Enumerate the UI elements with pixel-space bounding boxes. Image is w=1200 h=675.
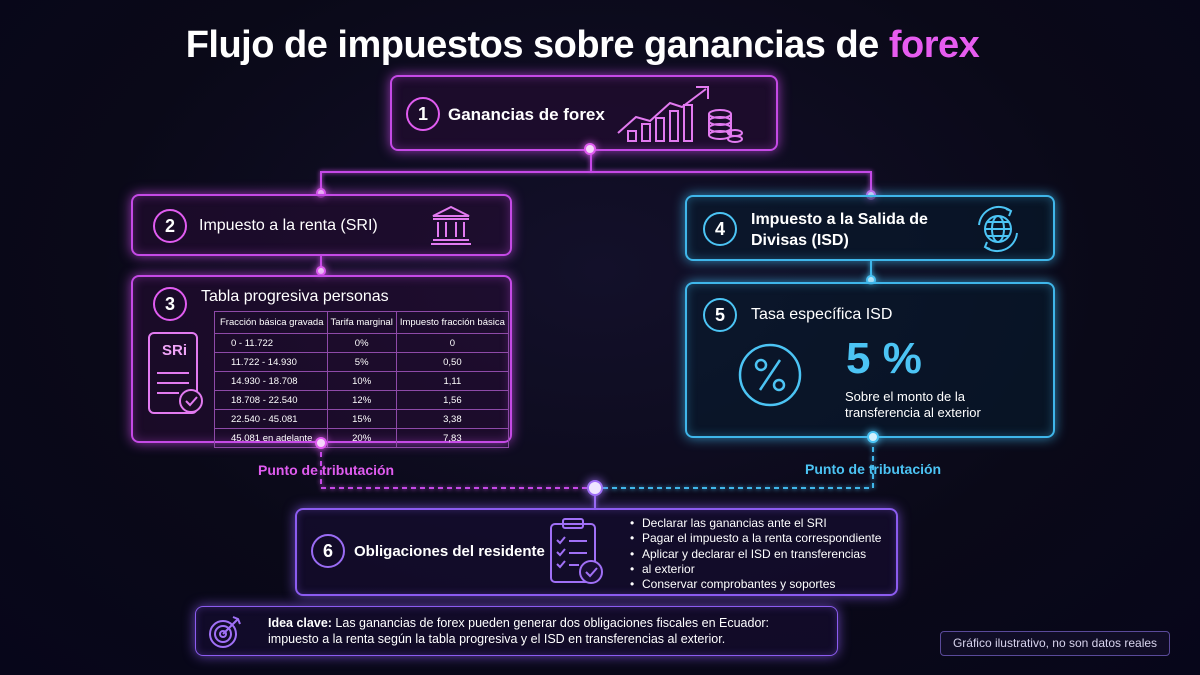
sri-doc-text: SRi [162, 342, 188, 359]
table-cell: 11.722 - 14.930 [214, 352, 328, 372]
table-row: 14.930 - 18.708 10% 1,11 [214, 371, 509, 391]
table-cell: 20% [326, 428, 397, 448]
node-5-output-dot [867, 431, 879, 443]
table-cell: 0% [326, 333, 397, 353]
node-6-label: Obligaciones del residente [354, 543, 545, 560]
checklist-clipboard-icon [547, 516, 605, 593]
table-header-cell: Fracción básica gravada [214, 311, 328, 334]
growth-chart-coins-icon [614, 81, 744, 150]
node-ganancias: 1 Ganancias de forex [390, 75, 778, 151]
table-cell: 3,38 [395, 409, 509, 429]
footnote-badge: Gráfico ilustrativo, no son datos reales [940, 631, 1170, 656]
list-item: Pagar el impuesto a la renta correspondi… [630, 531, 881, 547]
idea-line2: impuesto a la renta según la tabla progr… [268, 632, 726, 646]
title-main: Flujo de impuestos sobre ganancias de [185, 24, 889, 66]
step-number-1: 1 [406, 97, 440, 131]
table-header-cell: Impuesto fracción básica [395, 311, 509, 334]
step-number-4: 4 [703, 212, 737, 246]
merge-dot [587, 480, 603, 496]
idea-clave-box: Idea clave: Las ganancias de forex puede… [195, 606, 838, 656]
table-cell: 18.708 - 22.540 [214, 390, 328, 410]
table-row: 22.540 - 45.081 15% 3,38 [214, 409, 509, 429]
node-4-label: Impuesto a la Salida de Divisas (ISD) [751, 209, 928, 251]
bullet-3-continuation: al exterior [642, 561, 695, 576]
node-1-label: Ganancias de forex [448, 105, 605, 124]
connector-3-6 [320, 443, 595, 489]
table-row: 18.708 - 22.540 12% 1,56 [214, 390, 509, 410]
table-cell: 10% [326, 371, 397, 391]
table-cell: 1,11 [395, 371, 509, 391]
list-item-continuation: al exterior [630, 561, 881, 578]
table-header-row: Fracción básica gravada Tarifa marginal … [214, 311, 509, 334]
step-number-2: 2 [153, 209, 187, 243]
bank-building-icon [429, 204, 473, 251]
list-item: Conservar comprobantes y soportes [630, 577, 881, 593]
table-row: 0 - 11.722 0% 0 [214, 333, 509, 353]
table-cell: 15% [326, 409, 397, 429]
page-title: Flujo de impuestos sobre ganancias de fo… [0, 24, 1165, 67]
table-row: 45.081 en adelante 20% 7,83 [214, 428, 509, 448]
node-impuesto-renta: 2 Impuesto a la renta (SRI) [131, 194, 512, 256]
node-isd: 4 Impuesto a la Salida de Divisas (ISD) [685, 195, 1055, 261]
table-cell: 45.081 en adelante [214, 428, 328, 448]
node-4-label-line2: Divisas (ISD) [751, 232, 849, 249]
table-header-cell: Tarifa marginal [326, 311, 397, 334]
percent-icon [737, 342, 803, 413]
isd-desc-line2: transferencia al exterior [845, 405, 981, 420]
idea-text: Idea clave: Las ganancias de forex puede… [268, 615, 769, 647]
table-cell: 5% [326, 352, 397, 372]
tax-table: Fracción básica gravada Tarifa marginal … [214, 311, 509, 448]
connector-1-split [320, 150, 592, 193]
idea-bold: Idea clave: [268, 616, 332, 630]
table-cell: 14.930 - 18.708 [214, 371, 328, 391]
table-cell: 0 - 11.722 [214, 333, 328, 353]
table-cell: 22.540 - 45.081 [214, 409, 328, 429]
isd-rate-description: Sobre el monto de la transferencia al ex… [845, 389, 981, 421]
isd-desc-line1: Sobre el monto de la [845, 389, 965, 404]
table-row: 11.722 - 14.930 5% 0,50 [214, 352, 509, 372]
obligations-list: Declarar las ganancias ante el SRI Pagar… [630, 516, 881, 593]
node-tasa-isd: 5 Tasa específica ISD 5 % Sobre el monto… [685, 282, 1055, 438]
node-3-output-dot [315, 437, 327, 449]
punto-tributacion-left: Punto de tributación [258, 462, 395, 478]
isd-rate-value: 5 % [846, 334, 922, 383]
node-4-label-line1: Impuesto a la Salida de [751, 211, 928, 228]
list-item: Declarar las ganancias ante el SRI [630, 516, 881, 532]
title-highlight: forex [888, 24, 980, 66]
node-1-output-dot [584, 143, 596, 155]
table-cell: 0 [395, 333, 509, 353]
punto-tributacion-right: Punto de tributación [805, 461, 942, 477]
globe-exchange-icon [973, 205, 1023, 258]
table-cell: 1,56 [395, 390, 509, 410]
table-cell: 12% [326, 390, 397, 410]
node-5-label: Tasa específica ISD [751, 306, 893, 323]
table-cell: 7,83 [395, 428, 509, 448]
node-3-label: Tabla progresiva personas [201, 288, 389, 305]
idea-line1: Las ganancias de forex pueden generar do… [331, 616, 770, 630]
target-icon [206, 613, 244, 656]
table-cell: 0,50 [395, 352, 509, 372]
list-item: Aplicar y declarar el ISD en transferenc… [630, 547, 881, 563]
step-number-5: 5 [703, 298, 737, 332]
step-number-3: 3 [153, 287, 187, 321]
node-2-label: Impuesto a la renta (SRI) [199, 217, 378, 234]
connector-1-right [591, 171, 872, 196]
connector-5-6 [595, 438, 874, 489]
sri-document-icon: SRi [145, 329, 207, 426]
step-number-6: 6 [311, 534, 345, 568]
